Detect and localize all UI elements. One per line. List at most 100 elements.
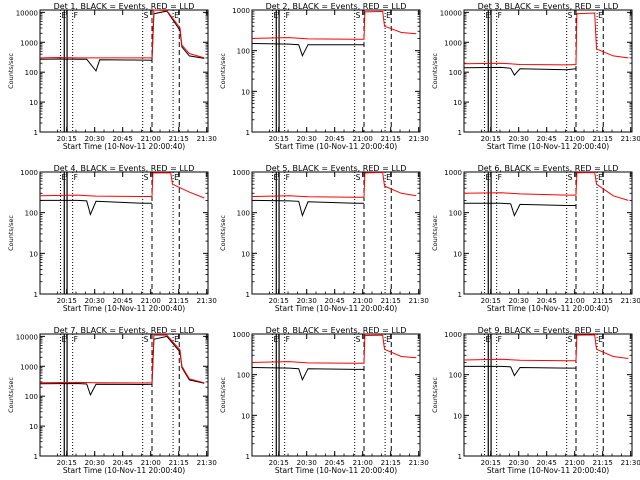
x-tick-label: 20:30 <box>297 459 317 467</box>
x-tick-label: 21:15 <box>169 459 189 467</box>
x-tick-label: 20:30 <box>297 135 317 143</box>
y-tick-label: 10 <box>453 412 462 420</box>
x-tick-label: 21:00 <box>141 297 161 305</box>
y-tick-label: 100 <box>25 69 38 77</box>
y-tick-label: 1 <box>34 453 38 461</box>
y-tick-label: 1 <box>246 291 250 299</box>
x-tick-label: 21:30 <box>197 297 217 305</box>
y-axis-label: Counts/sec <box>431 377 439 413</box>
x-tick-label: 21:15 <box>381 135 401 143</box>
marker-label: E <box>274 173 279 182</box>
marker-label: E <box>386 173 391 182</box>
x-tick-label: 21:00 <box>565 297 585 305</box>
x-tick-label: 20:45 <box>113 297 133 305</box>
y-tick-label: 1 <box>246 129 250 137</box>
panel-title: Det 1, BLACK = Events, RED = LLD <box>54 2 195 11</box>
y-tick-label: 10 <box>453 99 462 107</box>
y-tick-label: 1 <box>458 129 462 137</box>
lld-series-line <box>251 334 417 364</box>
y-tick-label: 10 <box>453 250 462 258</box>
marker-label: S <box>144 173 149 182</box>
y-tick-label: 1000 <box>444 169 462 177</box>
lld-series-line <box>39 334 205 384</box>
y-tick-label: 10 <box>29 423 38 431</box>
marker-label: F <box>286 173 290 182</box>
x-tick-label: 21:15 <box>169 297 189 305</box>
y-tick-label: 100 <box>449 372 462 380</box>
x-tick-label: 21:30 <box>409 135 429 143</box>
y-axis-label: Counts/sec <box>7 53 15 89</box>
marker-label: S <box>356 335 361 344</box>
x-tick-label: 21:15 <box>593 297 613 305</box>
x-tick-label: 21:00 <box>353 135 373 143</box>
x-axis-label: Start Time (10-Nov-11 20:00:40) <box>487 466 609 475</box>
events-series-line <box>251 43 364 57</box>
events-series-line <box>464 365 576 377</box>
x-tick-label: 21:15 <box>381 297 401 305</box>
y-tick-label: 100 <box>25 210 38 218</box>
marker-label: E <box>598 173 603 182</box>
x-tick-label: 21:30 <box>621 135 640 143</box>
x-tick-label: 20:15 <box>481 135 501 143</box>
x-axis-label: Start Time (10-Nov-11 20:00:40) <box>487 304 609 313</box>
marker-label: E <box>62 173 67 182</box>
y-tick-label: 100 <box>449 210 462 218</box>
marker-label: E <box>62 11 67 20</box>
x-tick-label: 21:30 <box>621 297 640 305</box>
lld-series-line <box>463 171 629 201</box>
marker-label: S <box>144 11 149 20</box>
y-tick-label: 10 <box>29 250 38 258</box>
det-panel-4: Det 4, BLACK = Events, RED = LLD 1 10 100 10… <box>7 164 217 313</box>
events-series-line <box>464 202 576 217</box>
y-tick-label: 1000 <box>444 39 462 47</box>
x-tick-label: 21:30 <box>197 135 217 143</box>
marker-label: E <box>174 335 179 344</box>
x-tick-label: 20:15 <box>57 459 77 467</box>
x-tick-label: 21:30 <box>409 297 429 305</box>
x-tick-label: 20:30 <box>85 459 105 467</box>
y-tick-label: 10 <box>241 412 250 420</box>
x-tick-label: 20:30 <box>297 297 317 305</box>
y-tick-label: 1000 <box>232 169 250 177</box>
y-tick-label: 100 <box>237 372 250 380</box>
x-tick-label: 20:15 <box>481 459 501 467</box>
marker-label: F <box>498 335 502 344</box>
marker-label: S <box>144 335 149 344</box>
panel-title: Det 7, BLACK = Events, RED = LLD <box>54 326 195 335</box>
x-axis-label: Start Time (10-Nov-11 20:00:40) <box>275 466 397 475</box>
lld-series-line <box>251 171 417 198</box>
y-tick-label: 1 <box>458 453 462 461</box>
marker-label: E <box>486 173 491 182</box>
marker-label: E <box>598 335 603 344</box>
panel-title: Det 9, BLACK = Events, RED = LLD <box>478 326 619 335</box>
x-tick-label: 20:30 <box>509 135 529 143</box>
y-tick-label: 10000 <box>440 9 462 17</box>
y-axis-label: Counts/sec <box>431 53 439 89</box>
det-panel-7: Det 7, BLACK = Events, RED = LLD 1 10 100 10… <box>7 326 217 475</box>
x-tick-label: 20:15 <box>269 459 289 467</box>
x-tick-label: 20:45 <box>325 135 345 143</box>
x-tick-label: 20:30 <box>509 459 529 467</box>
det-panel-2: Det 2, BLACK = Events, RED = LLD 1 10 100 10… <box>219 2 429 151</box>
x-tick-label: 21:30 <box>409 459 429 467</box>
y-tick-label: 100 <box>237 210 250 218</box>
y-tick-label: 100 <box>237 48 250 56</box>
x-tick-label: 20:30 <box>85 297 105 305</box>
events-series-line <box>39 335 205 397</box>
plot-frame <box>39 9 209 133</box>
y-tick-label: 1000 <box>232 7 250 15</box>
marker-label: F <box>498 11 502 20</box>
x-tick-label: 20:15 <box>57 135 77 143</box>
events-series-line <box>40 199 152 217</box>
y-tick-label: 100 <box>25 393 38 401</box>
x-tick-label: 21:00 <box>565 135 585 143</box>
x-tick-label: 21:30 <box>197 459 217 467</box>
det-panel-9: Det 9, BLACK = Events, RED = LLD 1 10 100 10… <box>431 326 640 475</box>
det-panel-6: Det 6, BLACK = Events, RED = LLD 1 10 100 10… <box>431 164 640 313</box>
x-tick-label: 20:15 <box>57 297 77 305</box>
y-tick-label: 1000 <box>232 331 250 339</box>
x-tick-label: 21:00 <box>565 459 585 467</box>
y-tick-label: 100 <box>449 69 462 77</box>
events-series-line <box>251 199 364 218</box>
marker-label: F <box>74 11 78 20</box>
